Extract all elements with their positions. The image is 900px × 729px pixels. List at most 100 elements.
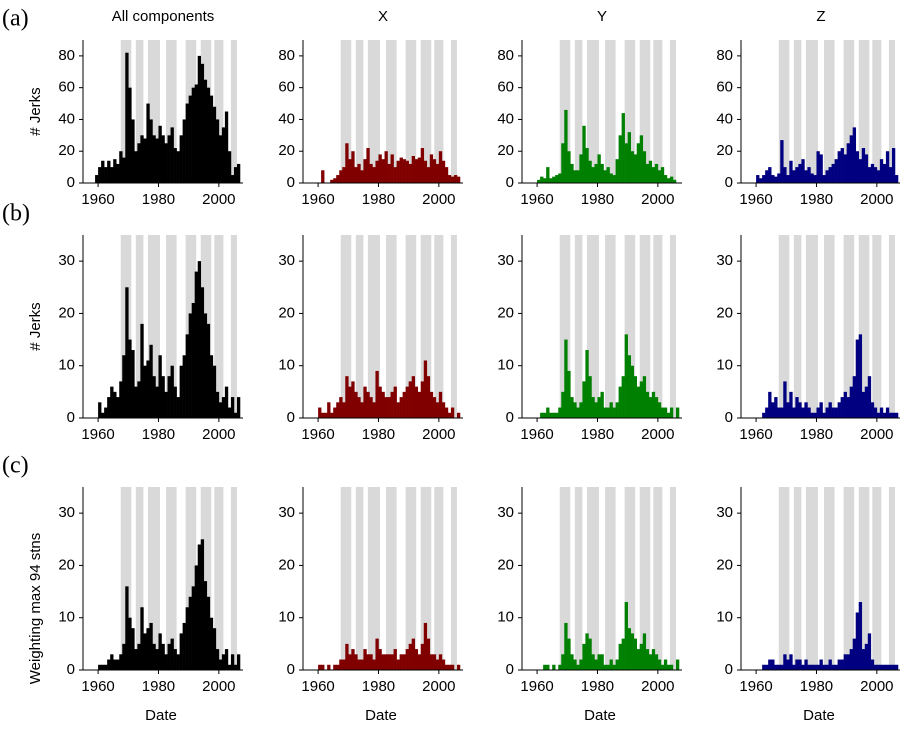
bar: [170, 365, 174, 418]
bar: [140, 135, 144, 183]
x-tick-label: 1960: [81, 191, 114, 208]
bar: [330, 179, 334, 183]
shaded-span: [824, 235, 835, 418]
bar: [149, 344, 153, 418]
bar: [375, 370, 379, 418]
y-tick-label: 20: [497, 142, 514, 159]
panel-label: (a): [2, 6, 29, 32]
bar: [405, 649, 409, 670]
bar: [399, 397, 403, 418]
bar: [609, 402, 613, 418]
bar: [855, 612, 860, 670]
bar: [579, 402, 583, 418]
y-tick-label: 10: [716, 357, 733, 374]
bar: [756, 175, 760, 183]
shaded-span: [843, 487, 855, 670]
bar: [125, 287, 129, 418]
bar: [191, 302, 195, 418]
shaded-span: [872, 40, 882, 183]
bar: [651, 649, 656, 670]
bar: [771, 402, 775, 418]
y-tick-label: 20: [58, 556, 75, 573]
bar: [582, 125, 586, 183]
x-tick-label: 2000: [202, 678, 235, 695]
y-tick-label: 80: [716, 47, 733, 64]
panel-title: Z: [816, 8, 825, 25]
bar: [771, 175, 775, 183]
x-tick-label: 1980: [581, 191, 614, 208]
bar: [366, 391, 370, 418]
y-tick-label: 10: [58, 609, 75, 626]
bar: [185, 334, 189, 418]
bar: [444, 167, 449, 183]
shaded-span: [793, 235, 802, 418]
bar: [405, 386, 409, 418]
bar: [852, 638, 857, 670]
bar: [206, 87, 211, 183]
bar: [185, 103, 189, 183]
bar: [215, 119, 220, 183]
bar: [390, 154, 394, 183]
shaded-span: [355, 40, 364, 183]
shaded-span: [135, 40, 144, 183]
shaded-span: [420, 40, 432, 183]
shaded-span: [824, 40, 835, 183]
x-tick-label: 1980: [581, 678, 614, 695]
shaded-span: [230, 487, 237, 670]
bar: [447, 175, 452, 183]
x-tick-label: 1980: [142, 191, 175, 208]
bar: [369, 163, 373, 183]
bar: [236, 397, 241, 418]
bar: [194, 84, 199, 183]
bar: [825, 407, 829, 418]
bar: [831, 407, 835, 418]
bar: [603, 170, 607, 183]
y-tick-label: 60: [278, 79, 295, 96]
shaded-span: [639, 487, 651, 670]
bar: [348, 386, 352, 418]
bar: [230, 654, 235, 670]
bar: [867, 633, 872, 670]
shaded-span: [434, 40, 444, 183]
bar: [606, 664, 610, 670]
x-tick-label: 1960: [520, 426, 553, 443]
bar: [663, 659, 668, 670]
bar: [567, 151, 571, 183]
y-tick-label: 0: [287, 174, 295, 191]
shaded-span: [778, 487, 790, 670]
shaded-span: [605, 40, 616, 183]
bar: [134, 386, 138, 418]
bar: [215, 649, 220, 670]
bar: [441, 659, 446, 670]
bar: [336, 402, 340, 418]
bar: [783, 654, 787, 670]
bar: [636, 649, 641, 670]
bar: [633, 154, 638, 183]
bar: [666, 664, 671, 670]
bar: [864, 154, 869, 183]
x-tick-label: 2000: [641, 678, 674, 695]
bar: [146, 360, 150, 418]
bar: [813, 412, 817, 418]
bar: [840, 148, 844, 183]
bar: [420, 643, 425, 670]
shaded-span: [367, 40, 380, 183]
bar: [564, 339, 568, 418]
bar: [321, 664, 325, 670]
bar: [414, 649, 419, 670]
shaded-span: [574, 235, 583, 418]
shaded-span: [230, 235, 237, 418]
x-tick-label: 1980: [362, 191, 395, 208]
bar: [348, 654, 352, 670]
y-tick-label: 80: [278, 47, 295, 64]
y-tick-label: 20: [278, 556, 295, 573]
bar: [588, 638, 592, 670]
shaded-span: [135, 235, 144, 418]
bar: [645, 163, 650, 183]
bar: [155, 649, 159, 670]
y-tick-label: 0: [287, 409, 295, 426]
bar: [558, 407, 562, 418]
shaded-span: [639, 235, 651, 418]
bar: [396, 402, 400, 418]
bar: [209, 355, 214, 418]
